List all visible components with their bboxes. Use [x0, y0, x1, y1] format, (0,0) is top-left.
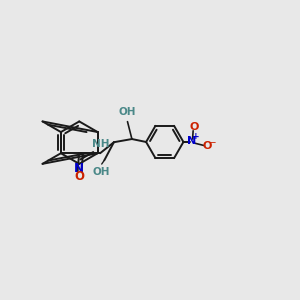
- Text: −: −: [208, 138, 217, 148]
- Text: OH: OH: [92, 167, 110, 177]
- Text: N: N: [187, 136, 196, 146]
- Text: NH: NH: [92, 139, 110, 148]
- Text: O: O: [75, 170, 85, 183]
- Text: +: +: [192, 132, 200, 141]
- Text: O: O: [189, 122, 198, 132]
- Text: O: O: [202, 141, 212, 151]
- Text: N: N: [74, 162, 84, 175]
- Text: OH: OH: [119, 107, 136, 117]
